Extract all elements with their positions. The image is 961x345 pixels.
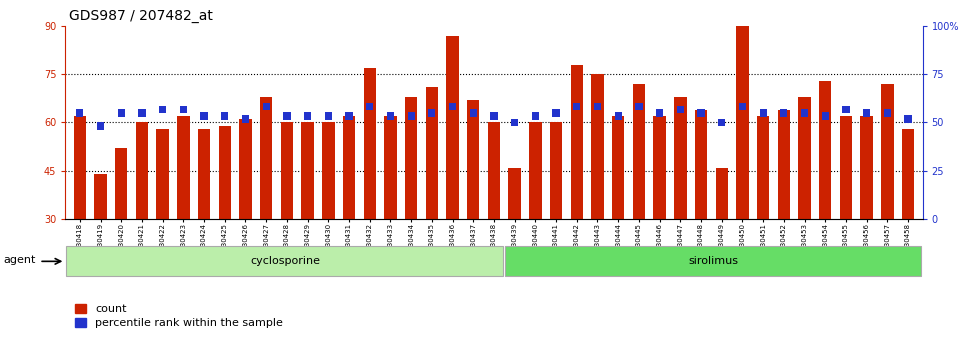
Bar [550, 122, 562, 219]
Bar [863, 109, 871, 117]
Bar [698, 109, 704, 117]
Text: agent: agent [3, 255, 36, 265]
Bar [239, 119, 252, 219]
Bar [780, 109, 787, 117]
Bar [449, 102, 456, 110]
Bar [819, 81, 831, 219]
Bar [384, 116, 397, 219]
Bar [695, 110, 707, 219]
Bar [632, 84, 645, 219]
Bar [573, 102, 580, 110]
Bar [488, 122, 500, 219]
Bar [322, 122, 334, 219]
Bar [884, 109, 891, 117]
FancyBboxPatch shape [505, 246, 922, 276]
Bar [777, 110, 790, 219]
Bar [157, 129, 169, 219]
Bar [571, 65, 583, 219]
Bar [822, 112, 829, 120]
Bar [136, 122, 148, 219]
Bar [718, 119, 726, 126]
Bar [799, 97, 811, 219]
Bar [615, 112, 622, 120]
Bar [302, 122, 314, 219]
Bar [386, 112, 394, 120]
Bar [759, 109, 767, 117]
Bar [221, 112, 229, 120]
Bar [656, 109, 663, 117]
Bar [843, 106, 850, 114]
Bar [218, 126, 231, 219]
Bar [840, 116, 852, 219]
Bar [511, 119, 518, 126]
Bar [94, 174, 107, 219]
Bar [653, 116, 666, 219]
Bar [904, 115, 912, 123]
Bar [304, 112, 311, 120]
FancyBboxPatch shape [65, 246, 504, 276]
Bar [467, 100, 480, 219]
Bar [553, 109, 559, 117]
Bar [198, 129, 210, 219]
Bar [757, 116, 770, 219]
Text: cyclosporine: cyclosporine [250, 256, 320, 266]
Bar [405, 97, 417, 219]
Bar [860, 116, 873, 219]
Bar [138, 109, 145, 117]
Bar [97, 122, 104, 130]
Bar [801, 109, 808, 117]
Bar [530, 122, 542, 219]
Bar [159, 106, 166, 114]
Bar [716, 168, 727, 219]
Legend: count, percentile rank within the sample: count, percentile rank within the sample [71, 299, 287, 333]
Bar [594, 102, 602, 110]
Bar [366, 102, 373, 110]
Bar [674, 97, 686, 219]
Bar [74, 116, 86, 219]
Bar [180, 106, 187, 114]
Bar [76, 109, 84, 117]
Bar [343, 116, 356, 219]
Bar [446, 36, 458, 219]
Bar [262, 102, 270, 110]
Bar [345, 112, 353, 120]
Bar [635, 102, 643, 110]
Bar [177, 116, 189, 219]
Bar [490, 112, 498, 120]
Bar [242, 115, 249, 123]
Bar [508, 168, 521, 219]
Bar [281, 122, 293, 219]
Bar [115, 148, 128, 219]
Bar [429, 109, 435, 117]
Bar [901, 129, 914, 219]
Bar [283, 112, 290, 120]
Bar [363, 68, 376, 219]
Bar [612, 116, 625, 219]
Bar [470, 109, 477, 117]
Bar [736, 23, 749, 219]
Bar [591, 74, 604, 219]
Text: GDS987 / 207482_at: GDS987 / 207482_at [69, 9, 213, 23]
Bar [531, 112, 539, 120]
Text: sirolimus: sirolimus [688, 256, 738, 266]
Bar [426, 87, 438, 219]
Bar [117, 109, 125, 117]
Bar [739, 102, 746, 110]
Bar [407, 112, 415, 120]
Bar [260, 97, 272, 219]
Bar [881, 84, 894, 219]
Bar [677, 106, 684, 114]
Bar [201, 112, 208, 120]
Bar [325, 112, 332, 120]
